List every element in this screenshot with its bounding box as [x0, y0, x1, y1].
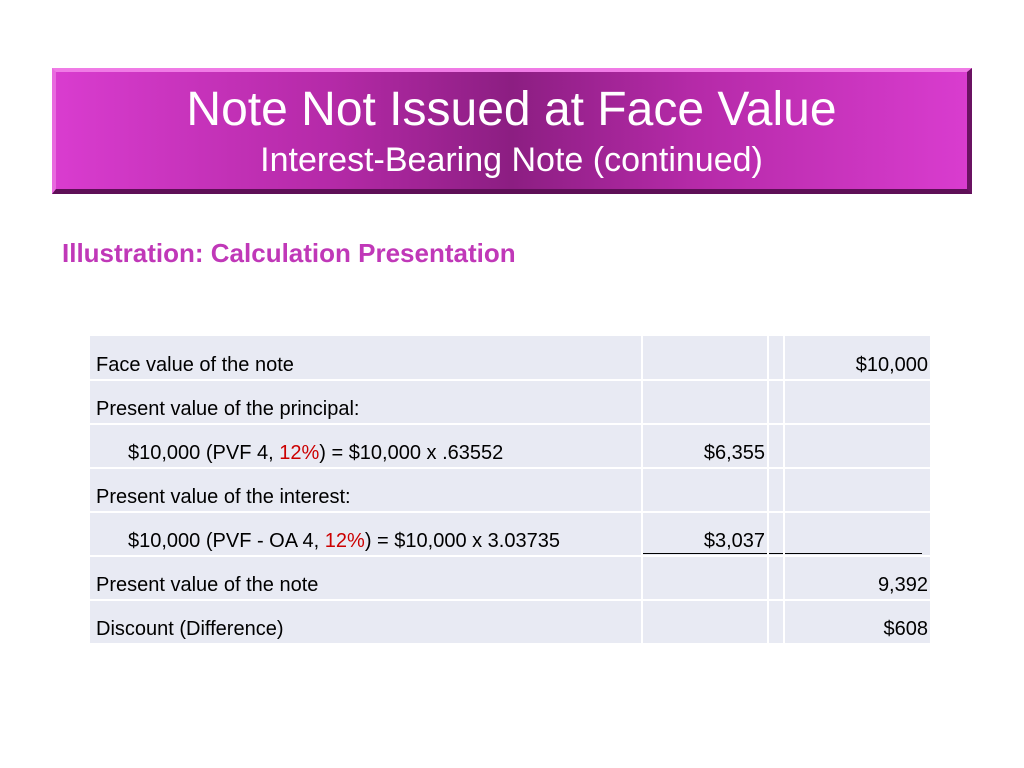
- table-row: $10,000 (PVF - OA 4, 12%) = $10,000 x 3.…: [90, 512, 930, 557]
- row-value-col2: 9,392: [784, 556, 930, 601]
- row-value-col1: [642, 336, 769, 381]
- table-row: Discount (Difference) $608: [90, 600, 930, 645]
- label-text: ) = $10,000 x .63552: [319, 442, 504, 464]
- table-row: $10,000 (PVF 4, 12%) = $10,000 x .63552 …: [90, 424, 930, 469]
- slide-subtitle: Interest-Bearing Note (continued): [260, 141, 763, 179]
- row-label: Present value of the interest:: [90, 468, 643, 513]
- label-text: ) = $10,000 x 3.03735: [364, 530, 560, 552]
- column-gap: [768, 424, 785, 469]
- value-text: $3,037: [703, 530, 765, 552]
- table-row: Present value of the principal:: [90, 380, 930, 425]
- column-gap: [768, 600, 785, 645]
- row-value-col1: [642, 468, 769, 513]
- title-banner: Note Not Issued at Face Value Interest-B…: [52, 68, 972, 194]
- section-heading: Illustration: Calculation Presentation: [62, 238, 516, 268]
- label-text: $10,000 (PVF - OA 4,: [128, 530, 325, 552]
- row-label: Discount (Difference): [90, 600, 643, 645]
- row-value-col1: [642, 380, 769, 425]
- row-label: $10,000 (PVF 4, 12%) = $10,000 x .63552: [90, 424, 643, 469]
- sum-underline: [769, 553, 783, 554]
- row-label: $10,000 (PVF - OA 4, 12%) = $10,000 x 3.…: [90, 512, 643, 557]
- row-label: Face value of the note: [90, 336, 643, 381]
- column-gap: [768, 336, 785, 381]
- row-value-col2: [784, 512, 930, 557]
- row-label: Present value of the note: [90, 556, 643, 601]
- row-value-col1: [642, 600, 769, 645]
- table-row: Face value of the note $10,000: [90, 336, 930, 381]
- table-row: Present value of the interest:: [90, 468, 930, 513]
- row-label: Present value of the principal:: [90, 380, 643, 425]
- table-row: Present value of the note 9,392: [90, 556, 930, 601]
- column-gap: [768, 380, 785, 425]
- label-text: $10,000 (PVF 4,: [128, 442, 280, 464]
- row-value-col2: [784, 468, 930, 513]
- interest-rate: 12%: [324, 530, 365, 552]
- row-value-col2: [784, 424, 930, 469]
- row-value-col1: $3,037: [642, 512, 769, 557]
- row-value-col1: [642, 556, 769, 601]
- row-value-col1: $6,355: [642, 424, 769, 469]
- interest-rate: 12%: [279, 442, 320, 464]
- column-gap: [768, 512, 785, 557]
- sum-underline: [785, 553, 922, 554]
- row-value-col2: $10,000: [784, 336, 930, 381]
- slide-title: Note Not Issued at Face Value: [186, 83, 837, 136]
- column-gap: [768, 556, 785, 601]
- calculation-table: Face value of the note $10,000 Present v…: [90, 336, 930, 645]
- row-value-col2: $608: [784, 600, 930, 645]
- row-value-col2: [784, 380, 930, 425]
- sum-underline: [643, 553, 767, 554]
- column-gap: [768, 468, 785, 513]
